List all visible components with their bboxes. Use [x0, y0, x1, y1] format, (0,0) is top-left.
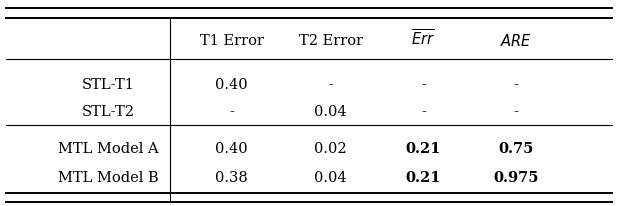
Text: -: -	[514, 105, 519, 119]
Text: -: -	[514, 78, 519, 92]
Text: -: -	[421, 105, 426, 119]
Text: -: -	[229, 105, 234, 119]
Text: 0.38: 0.38	[216, 171, 248, 185]
Text: 0.40: 0.40	[216, 78, 248, 92]
Text: 0.40: 0.40	[216, 142, 248, 156]
Text: 0.04: 0.04	[315, 171, 347, 185]
Text: $\overline{\mathit{Err}}$: $\overline{\mathit{Err}}$	[412, 28, 435, 48]
Text: 0.02: 0.02	[315, 142, 347, 156]
Text: MTL Model A: MTL Model A	[58, 142, 158, 156]
Text: $\mathit{ARE}$: $\mathit{ARE}$	[500, 33, 532, 49]
Text: 0.21: 0.21	[405, 142, 441, 156]
Text: 0.21: 0.21	[405, 171, 441, 185]
Text: -: -	[421, 78, 426, 92]
Text: MTL Model B: MTL Model B	[58, 171, 158, 185]
Text: T1 Error: T1 Error	[200, 34, 264, 48]
Text: STL-T2: STL-T2	[82, 105, 135, 119]
Text: 0.04: 0.04	[315, 105, 347, 119]
Text: 0.975: 0.975	[493, 171, 539, 185]
Text: -: -	[328, 78, 333, 92]
Text: 0.75: 0.75	[498, 142, 534, 156]
Text: STL-T1: STL-T1	[82, 78, 135, 92]
Text: T2 Error: T2 Error	[298, 34, 363, 48]
